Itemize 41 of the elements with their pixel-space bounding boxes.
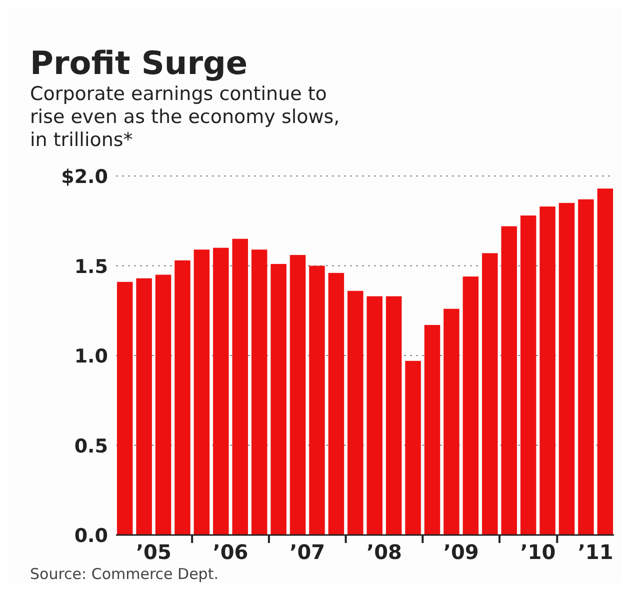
x-tick-label: ’11 — [578, 540, 614, 564]
y-tick-label: $2.0 — [61, 166, 108, 188]
bar — [116, 282, 133, 535]
bar — [578, 199, 594, 535]
chart-title: Profit Surge — [30, 44, 248, 82]
bar — [290, 254, 306, 535]
bar — [270, 264, 286, 535]
bar — [348, 290, 364, 535]
bar — [482, 253, 498, 535]
bar — [540, 206, 556, 535]
bar — [386, 296, 402, 535]
y-tick-label: 0.5 — [74, 435, 108, 458]
bar — [232, 238, 248, 535]
source-note: Source: Commerce Dept. — [30, 565, 218, 583]
bar — [155, 274, 172, 535]
bar — [309, 266, 325, 535]
y-tick-label: 1.0 — [74, 346, 108, 368]
bar — [597, 188, 614, 535]
x-tick-label: ’07 — [290, 540, 326, 564]
bar — [136, 278, 152, 535]
y-tick-label: 1.5 — [74, 256, 108, 278]
bar — [366, 296, 382, 535]
bar — [213, 248, 229, 535]
bar — [174, 260, 190, 535]
bar — [424, 324, 440, 535]
x-tick-label: ’08 — [366, 540, 402, 564]
bar — [405, 360, 421, 535]
x-tick-label: ’10 — [520, 540, 556, 564]
bar — [194, 250, 210, 535]
bar — [462, 276, 479, 535]
x-tick-label: ’05 — [136, 540, 172, 564]
bar — [251, 250, 268, 535]
bar — [501, 226, 517, 535]
bar — [520, 215, 536, 535]
y-tick-label: 0.0 — [74, 525, 108, 547]
x-tick-label: ’09 — [443, 540, 479, 564]
chart-subtitle: Corporate earnings continue to rise even as the economy slows, in trillions* — [30, 83, 340, 151]
bar — [444, 308, 460, 535]
x-tick-label: ’06 — [212, 540, 248, 564]
bar — [328, 272, 344, 535]
bar — [558, 202, 575, 535]
